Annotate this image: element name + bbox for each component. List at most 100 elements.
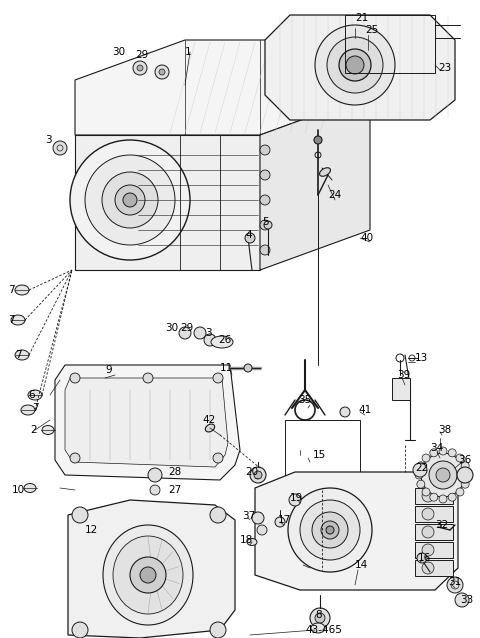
Bar (285, 420, 360, 490)
Circle shape (456, 488, 464, 496)
Circle shape (123, 193, 137, 207)
Circle shape (448, 449, 456, 457)
Text: 30: 30 (165, 323, 178, 333)
Text: 21: 21 (355, 13, 368, 23)
Circle shape (288, 488, 372, 572)
Text: 20: 20 (245, 467, 258, 477)
Text: 42: 42 (202, 415, 215, 425)
Circle shape (102, 172, 158, 228)
Text: 30: 30 (112, 47, 125, 57)
Circle shape (461, 480, 469, 488)
Text: 27: 27 (168, 485, 181, 495)
Ellipse shape (42, 426, 54, 434)
Circle shape (417, 553, 427, 563)
Text: 13: 13 (415, 353, 428, 363)
Circle shape (422, 490, 434, 502)
Polygon shape (65, 378, 228, 467)
Polygon shape (75, 40, 370, 135)
Circle shape (143, 373, 153, 383)
Text: 41: 41 (358, 405, 371, 415)
Circle shape (70, 140, 190, 260)
Circle shape (210, 507, 226, 523)
Circle shape (310, 608, 330, 628)
Circle shape (140, 567, 156, 583)
Text: 16: 16 (418, 553, 431, 563)
Circle shape (346, 56, 364, 74)
Circle shape (130, 557, 166, 593)
Circle shape (179, 327, 191, 339)
Circle shape (194, 327, 206, 339)
Circle shape (413, 463, 427, 477)
Circle shape (417, 462, 425, 470)
Circle shape (315, 613, 325, 623)
Text: 11: 11 (220, 363, 233, 373)
Circle shape (260, 145, 270, 155)
Polygon shape (255, 472, 458, 590)
Circle shape (148, 468, 162, 482)
Circle shape (327, 37, 383, 93)
Circle shape (260, 220, 270, 230)
Text: 29: 29 (180, 323, 193, 333)
Circle shape (254, 471, 262, 479)
Polygon shape (260, 95, 370, 270)
Circle shape (463, 471, 471, 479)
Circle shape (115, 185, 145, 215)
Circle shape (159, 69, 165, 75)
Circle shape (439, 447, 447, 455)
Circle shape (289, 494, 301, 506)
Circle shape (447, 577, 463, 593)
Ellipse shape (247, 538, 257, 545)
Text: 6: 6 (28, 390, 35, 400)
Text: 12: 12 (85, 525, 98, 535)
Text: 7: 7 (8, 315, 14, 325)
Circle shape (326, 526, 334, 534)
Text: 10: 10 (12, 485, 25, 495)
Circle shape (213, 373, 223, 383)
Ellipse shape (311, 623, 325, 633)
Circle shape (457, 467, 473, 483)
Circle shape (264, 221, 272, 229)
Circle shape (150, 485, 160, 495)
Text: 38: 38 (438, 425, 451, 435)
Circle shape (439, 495, 447, 503)
Circle shape (422, 526, 434, 538)
Polygon shape (68, 500, 235, 638)
Circle shape (133, 61, 147, 75)
Text: 5: 5 (262, 217, 269, 227)
Text: 25: 25 (365, 25, 378, 35)
Text: 36: 36 (458, 455, 471, 465)
Circle shape (257, 525, 267, 535)
Text: 26: 26 (218, 335, 231, 345)
Bar (415, 524, 453, 540)
Ellipse shape (320, 168, 331, 176)
Circle shape (315, 25, 395, 105)
Circle shape (245, 233, 255, 243)
Polygon shape (265, 15, 455, 120)
Text: 29: 29 (135, 50, 148, 60)
Circle shape (314, 136, 322, 144)
Circle shape (430, 449, 438, 457)
Circle shape (252, 512, 264, 524)
Text: 18: 18 (240, 535, 253, 545)
Circle shape (456, 454, 464, 462)
Circle shape (210, 622, 226, 638)
Circle shape (300, 500, 360, 560)
Ellipse shape (205, 424, 215, 432)
Text: 3: 3 (205, 328, 212, 338)
Circle shape (70, 373, 80, 383)
Circle shape (250, 467, 266, 483)
Circle shape (455, 593, 469, 607)
Circle shape (260, 245, 270, 255)
Circle shape (422, 508, 434, 520)
Circle shape (422, 454, 430, 462)
Text: 35: 35 (298, 395, 311, 405)
Text: 31: 31 (448, 577, 461, 587)
Circle shape (155, 65, 169, 79)
Text: 40: 40 (360, 233, 373, 243)
Bar (345, 15, 435, 73)
Text: 4: 4 (245, 230, 252, 240)
Ellipse shape (11, 315, 25, 325)
Text: 32: 32 (435, 520, 448, 530)
Text: 24: 24 (328, 190, 341, 200)
Circle shape (421, 453, 465, 497)
